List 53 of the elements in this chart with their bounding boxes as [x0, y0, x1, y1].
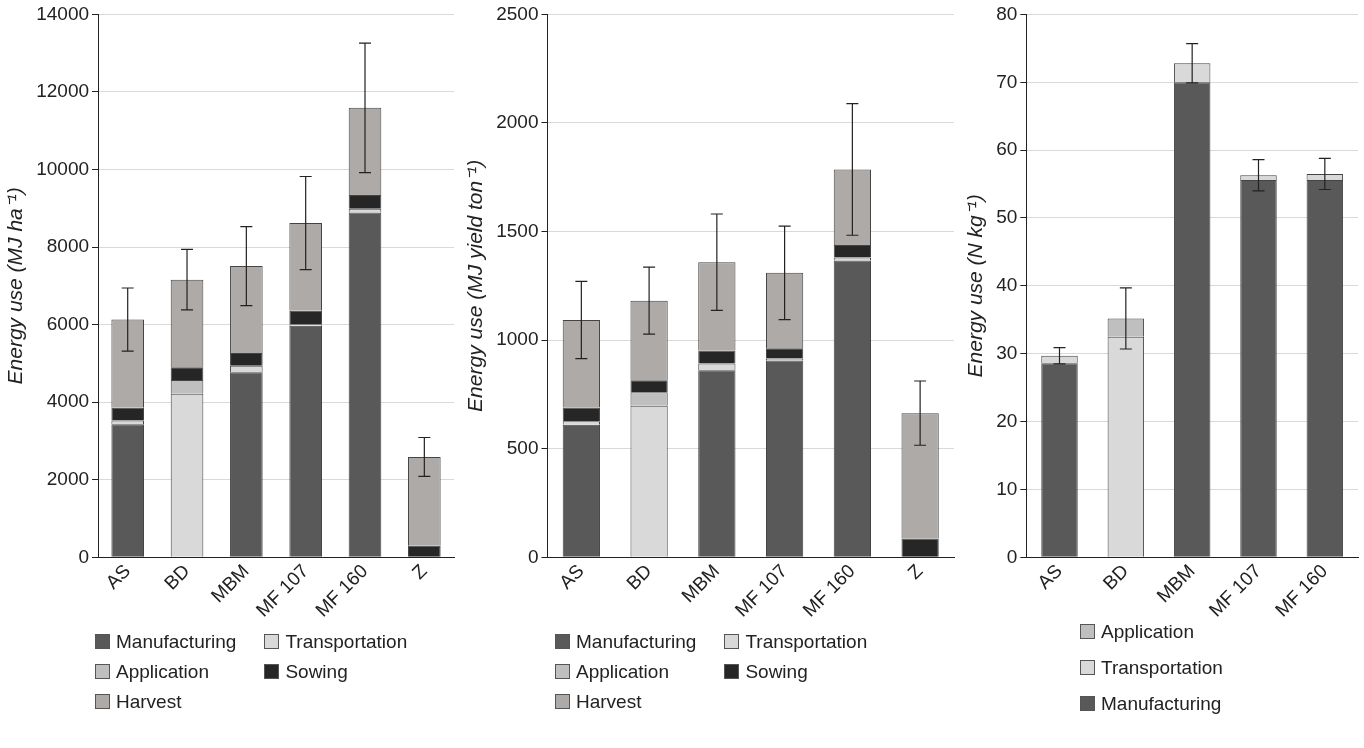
y-tick-label: 10 [996, 477, 1018, 499]
y-tick-label: 2000 [46, 468, 90, 489]
x-tick-label: BD [1098, 560, 1133, 594]
y-tick-label: 4000 [46, 390, 90, 412]
x-tick-label: MF 160 [1270, 560, 1332, 621]
x-tick-label: Z [903, 559, 927, 584]
y-tick-label: 14000 [36, 2, 90, 24]
legend-label: Transportation [744, 631, 868, 653]
y-tick-label: 30 [996, 341, 1018, 363]
y-axis-title: Energy use (MJ ha⁻¹) [3, 187, 27, 385]
y-tick-label: 1500 [496, 219, 539, 241]
x-tick-label: AS [1033, 560, 1067, 593]
y-tick-label: 10000 [36, 157, 90, 179]
legend-label: Sowing [284, 661, 349, 683]
y-tick-label: 500 [506, 436, 539, 458]
x-tick-label: MF 107 [730, 560, 792, 621]
y-tick-label: 2500 [496, 2, 539, 24]
legend-label: Manufacturing [115, 631, 237, 653]
legend-label: Application [575, 661, 670, 683]
y-tick-label: 1000 [496, 328, 539, 350]
legend-label: Manufacturing [575, 631, 697, 653]
x-tick-label: MF 107 [1204, 560, 1266, 621]
x-tick-label: AS [555, 560, 588, 593]
x-tick-label: AS [101, 560, 135, 593]
x-tick-label: MF 107 [251, 560, 313, 621]
x-tick-label: BD [160, 560, 194, 594]
y-tick-label: 6000 [46, 312, 90, 334]
legend-label: Transportation [284, 631, 408, 653]
y-tick-label: 12000 [36, 80, 90, 102]
y-tick-label: 80 [996, 2, 1018, 24]
y-tick-label: 0 [78, 545, 90, 567]
y-tick-label: 0 [1006, 545, 1018, 567]
y-tick-label: 0 [527, 545, 539, 567]
x-tick-label: Z [407, 559, 432, 584]
y-axis-title: Energy use (N kg⁻¹) [963, 194, 987, 378]
legend-label: Manufacturing [1100, 693, 1223, 715]
x-tick-label: MF 160 [798, 560, 859, 621]
y-tick-label: 2000 [496, 111, 539, 133]
x-tick-label: MF 160 [311, 560, 372, 621]
legend-label: Application [115, 661, 210, 683]
x-tick-label: BD [622, 560, 656, 594]
y-tick-label: 8000 [46, 235, 90, 257]
legend-label: Sowing [744, 661, 809, 683]
y-tick-label: 40 [996, 274, 1018, 296]
y-axis-title: Energy use (MJ yield ton⁻¹) [463, 159, 487, 412]
y-tick-label: 20 [996, 409, 1018, 431]
legend-label: Application [1100, 621, 1195, 643]
legend-label: Harvest [115, 691, 183, 713]
y-tick-label: 60 [996, 138, 1018, 160]
legend-label: Harvest [575, 691, 643, 713]
legend-label: Transportation [1100, 657, 1223, 679]
y-tick-label: 50 [996, 206, 1018, 228]
y-tick-label: 70 [996, 70, 1018, 92]
